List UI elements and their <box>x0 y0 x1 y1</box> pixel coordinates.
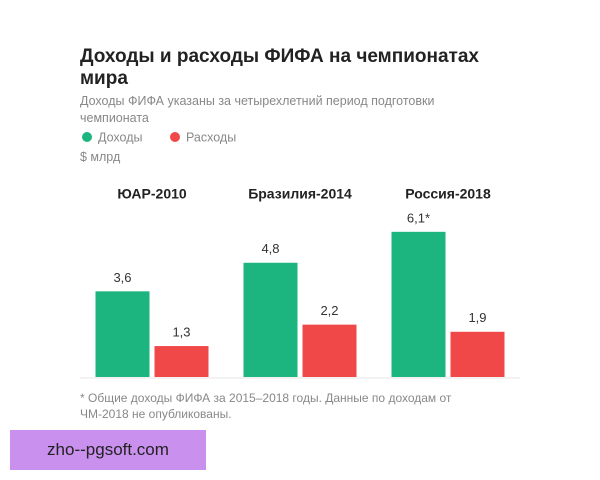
bar <box>154 346 209 377</box>
bar <box>450 331 505 377</box>
value-label: 6,1* <box>407 210 430 225</box>
value-label: 1,3 <box>172 324 190 339</box>
legend-label: Доходы <box>98 130 142 144</box>
group-label: ЮАР-2010 <box>117 186 187 202</box>
value-label: 4,8 <box>261 241 279 256</box>
bar <box>391 231 446 377</box>
legend-marker <box>82 132 92 142</box>
chart: Доходы Расходы ЮАР-2010 3,6 1,3 Бразилия-2014… <box>80 130 520 379</box>
footnote: * Общие доходы ФИФА за 2015–2018 годы. Д… <box>80 391 452 421</box>
legend-label: Расходы <box>186 130 236 144</box>
watermark: zho--pgsoft.com <box>10 430 206 470</box>
chart-subtitle: Доходы ФИФА указаны за четырехлетний пер… <box>80 94 435 125</box>
bar <box>95 291 150 377</box>
group-label: Россия-2018 <box>405 186 491 202</box>
chart-title: Доходы и расходы ФИФА на чемпионатах мир… <box>80 46 479 89</box>
value-label: 3,6 <box>113 270 131 285</box>
value-label: 2,2 <box>320 303 338 318</box>
unit-label: $ млрд <box>80 150 121 164</box>
legend-marker <box>170 132 180 142</box>
bar <box>243 262 298 377</box>
bar <box>302 324 357 377</box>
value-label: 1,9 <box>468 310 486 325</box>
group-label: Бразилия-2014 <box>248 186 352 202</box>
